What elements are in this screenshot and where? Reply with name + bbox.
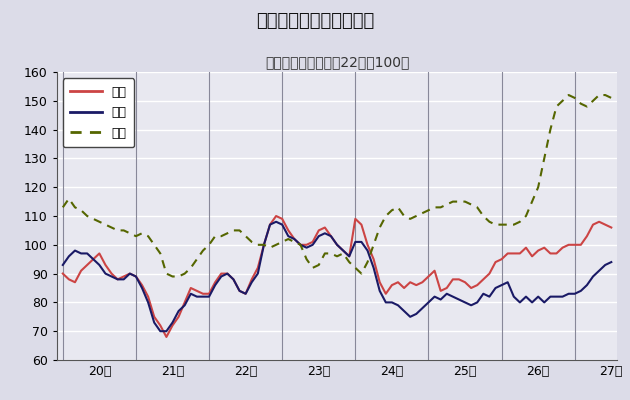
Text: 鳥取県鉱工業指数の推移: 鳥取県鉱工業指数の推移: [256, 12, 374, 30]
Legend: 生産, 出荷, 在庫: 生産, 出荷, 在庫: [63, 78, 134, 147]
Title: （季節調整済、平成22年＝100）: （季節調整済、平成22年＝100）: [265, 56, 410, 70]
